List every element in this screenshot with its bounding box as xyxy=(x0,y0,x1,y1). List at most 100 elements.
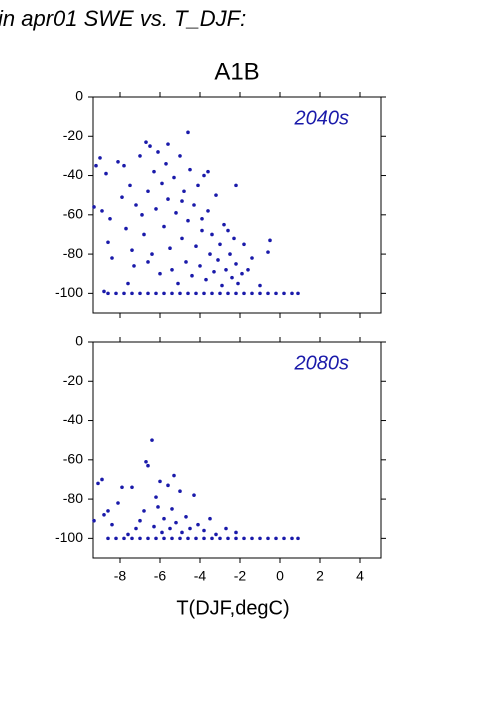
point xyxy=(266,250,270,254)
point xyxy=(266,536,270,541)
point xyxy=(258,283,262,288)
point xyxy=(134,526,138,531)
point xyxy=(220,283,224,288)
point xyxy=(184,260,188,264)
point xyxy=(182,189,186,194)
point xyxy=(102,289,106,294)
point xyxy=(170,268,174,272)
point xyxy=(142,232,146,237)
point xyxy=(216,258,220,262)
point xyxy=(242,291,246,296)
x-axis-label: T(DJF,degC) xyxy=(176,597,289,619)
point xyxy=(202,291,206,296)
page-heading: in apr01 SWE vs. T_DJF: xyxy=(0,6,246,31)
point xyxy=(178,291,182,296)
point xyxy=(172,473,176,478)
point xyxy=(168,526,172,531)
point xyxy=(202,173,206,178)
point xyxy=(104,171,108,176)
point xyxy=(224,268,228,272)
point xyxy=(250,291,254,296)
point xyxy=(142,509,146,513)
point xyxy=(122,291,126,296)
point xyxy=(194,244,198,249)
point xyxy=(110,522,114,527)
point xyxy=(194,291,198,296)
point xyxy=(246,268,250,272)
point xyxy=(130,485,134,490)
point xyxy=(226,536,230,541)
point xyxy=(250,536,254,541)
point xyxy=(212,269,216,274)
point xyxy=(134,203,138,207)
point xyxy=(234,536,238,541)
point xyxy=(154,495,158,499)
y-tick-label: -80 xyxy=(63,490,83,506)
period-label: 2080s xyxy=(294,352,350,374)
point xyxy=(154,207,158,211)
x-tick-label: -4 xyxy=(194,568,207,584)
point xyxy=(178,489,182,494)
point xyxy=(128,183,132,188)
point xyxy=(144,459,148,464)
plot-frame xyxy=(92,341,382,559)
point xyxy=(196,183,200,188)
point xyxy=(210,291,214,296)
point xyxy=(186,130,190,135)
point xyxy=(218,536,222,541)
point xyxy=(116,501,120,505)
point xyxy=(190,273,194,278)
point xyxy=(160,530,164,535)
point xyxy=(132,264,136,268)
point xyxy=(146,463,150,468)
x-tick-label: -6 xyxy=(154,568,167,584)
point xyxy=(164,161,168,166)
plot-frame xyxy=(92,96,382,314)
point xyxy=(178,536,182,541)
point xyxy=(170,507,174,511)
point xyxy=(122,536,126,541)
point xyxy=(296,536,300,541)
point xyxy=(282,291,286,296)
point xyxy=(158,479,162,484)
y-tick-label: -20 xyxy=(63,127,83,143)
point xyxy=(200,216,204,221)
chart-title: A1B xyxy=(214,58,259,85)
x-tick-label: -2 xyxy=(234,568,247,584)
point xyxy=(180,199,184,203)
point xyxy=(126,532,130,537)
point xyxy=(266,291,270,296)
point xyxy=(234,183,238,188)
point xyxy=(234,530,238,535)
point xyxy=(170,536,174,541)
point xyxy=(178,154,182,158)
point xyxy=(154,536,158,541)
point xyxy=(242,242,246,247)
point xyxy=(140,213,144,217)
point xyxy=(162,291,166,296)
point xyxy=(106,291,110,296)
point xyxy=(202,536,206,541)
point xyxy=(144,140,148,144)
point xyxy=(162,224,166,229)
point xyxy=(110,256,114,260)
point xyxy=(206,209,210,213)
point xyxy=(180,236,184,241)
point xyxy=(240,271,244,276)
point xyxy=(146,260,150,264)
point xyxy=(138,291,142,296)
point xyxy=(162,536,166,541)
point xyxy=(186,218,190,223)
point xyxy=(150,252,154,256)
point xyxy=(186,536,190,541)
point xyxy=(172,175,176,180)
point xyxy=(232,236,236,241)
point xyxy=(126,281,130,286)
point xyxy=(282,536,286,541)
point xyxy=(290,291,294,296)
point xyxy=(130,536,134,541)
y-tick-label: -100 xyxy=(55,284,83,300)
point xyxy=(242,536,246,541)
point xyxy=(174,520,178,525)
